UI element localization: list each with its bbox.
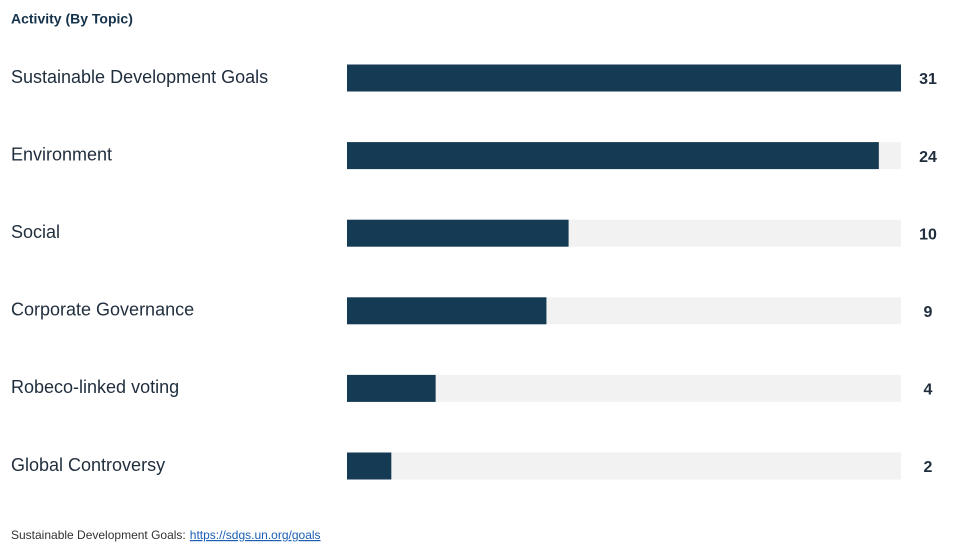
- footnote: Sustainable Development Goals: https://sd…: [11, 528, 321, 542]
- category-label: Corporate Governance: [11, 300, 194, 320]
- bars: [347, 64, 901, 480]
- category-label: Sustainable Development Goals: [11, 67, 268, 87]
- value-label: 31: [919, 71, 937, 88]
- value-label: 24: [919, 149, 937, 166]
- bar: [347, 64, 901, 92]
- footnote-text: Sustainable Development Goals:: [11, 528, 186, 542]
- value-label: 2: [924, 459, 933, 476]
- bar-track: [347, 452, 901, 480]
- bar: [347, 374, 436, 402]
- value-label: 4: [924, 382, 933, 399]
- category-label: Social: [11, 222, 60, 242]
- bar: [347, 452, 392, 480]
- category-label: Environment: [11, 144, 112, 164]
- value-label: 9: [924, 304, 933, 321]
- bar: [347, 219, 569, 247]
- footnote-link[interactable]: https://sdgs.un.org/goals: [190, 528, 321, 542]
- bar: [347, 142, 879, 170]
- bar: [347, 297, 547, 325]
- category-label: Global Controversy: [11, 455, 165, 475]
- category-label: Robeco-linked voting: [11, 377, 179, 397]
- chart-title: Activity (By Topic): [11, 11, 133, 27]
- value-label: 10: [919, 226, 937, 243]
- bar-track: [347, 374, 901, 402]
